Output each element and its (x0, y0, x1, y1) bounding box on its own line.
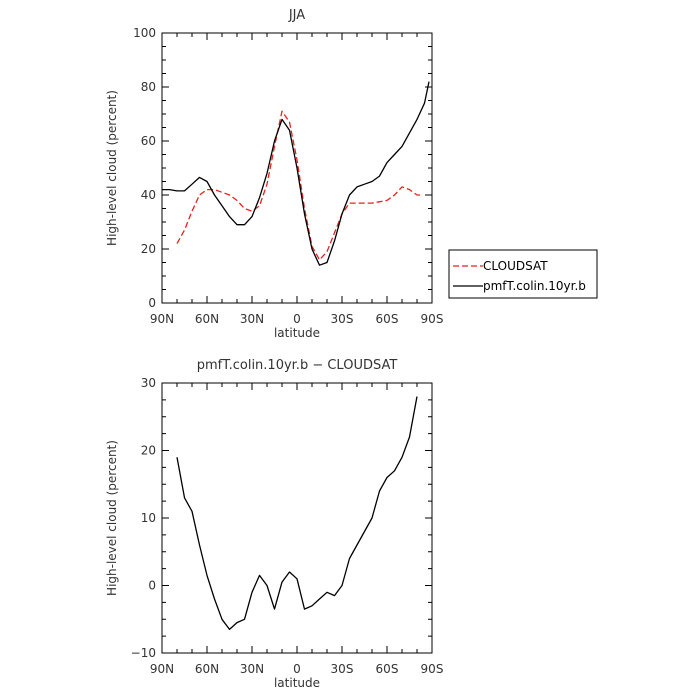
y-tick-label: 20 (141, 242, 156, 256)
y-tick-label: −10 (131, 646, 156, 660)
legend-box (448, 249, 598, 299)
x-tick-label: 90N (150, 312, 174, 326)
x-tick-label: 90S (421, 312, 444, 326)
y-tick-label: 60 (141, 134, 156, 148)
series-line-pmft-colin-10yr-b (162, 81, 430, 266)
series-line-difference (176, 396, 418, 631)
y-axis-label: High-level cloud (percent) (105, 440, 119, 596)
y-tick-label: 100 (133, 26, 156, 40)
y-tick-label: 20 (141, 444, 156, 458)
x-tick-label: 60S (376, 662, 399, 676)
legend: CLOUDSAT pmfT.colin.10yr.b (448, 249, 598, 299)
y-tick-label: 80 (141, 80, 156, 94)
x-axis-label: latitude (274, 326, 320, 340)
legend-label: CLOUDSAT (483, 259, 548, 273)
x-tick-label: 30N (240, 312, 264, 326)
x-tick-label: 60S (376, 312, 399, 326)
y-tick-label: 30 (141, 376, 156, 390)
y-tick-label: 10 (141, 511, 156, 525)
x-tick-label: 30N (240, 662, 264, 676)
legend-label: pmfT.colin.10yr.b (483, 279, 586, 293)
panel-title: pmfT.colin.10yr.b − CLOUDSAT (197, 358, 398, 373)
x-tick-label: 60N (195, 662, 219, 676)
panel-top: 0 20 40 60 80 100 90N 60N 30N 0 30S 60S 90S latitude H… (105, 8, 598, 340)
x-tick-label: 90N (150, 662, 174, 676)
y-axis-label: High-level cloud (percent) (105, 90, 119, 246)
x-tick-label: 30S (331, 312, 354, 326)
y-tick-label: 0 (148, 579, 156, 593)
y-tick-label: 0 (148, 296, 156, 310)
x-axis-label: latitude (274, 676, 320, 690)
x-tick-label: 30S (331, 662, 354, 676)
panel-bottom: −10 0 10 20 30 90N 60N 30N 0 30S 60S 90S latitude Hig… (105, 358, 443, 690)
y-tick-label: 40 (141, 188, 156, 202)
x-tick-label: 0 (293, 312, 301, 326)
plot-frame (161, 382, 433, 654)
series-line-cloudsat (176, 110, 420, 261)
panel-title: JJA (288, 8, 305, 23)
x-tick-label: 0 (293, 662, 301, 676)
x-tick-label: 90S (421, 662, 444, 676)
x-tick-label: 60N (195, 312, 219, 326)
